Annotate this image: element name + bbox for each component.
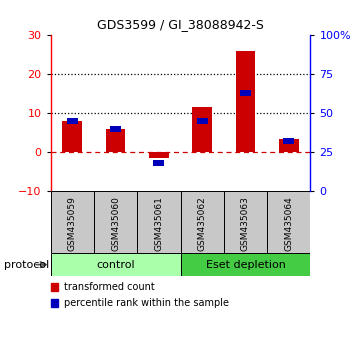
Bar — [197, 118, 208, 124]
Bar — [67, 118, 78, 124]
Bar — [240, 90, 251, 96]
Text: protocol: protocol — [4, 259, 49, 270]
Bar — [62, 121, 82, 152]
Text: control: control — [96, 259, 135, 270]
Text: GSM435061: GSM435061 — [155, 196, 163, 251]
Title: GDS3599 / GI_38088942-S: GDS3599 / GI_38088942-S — [97, 18, 264, 32]
Text: percentile rank within the sample: percentile rank within the sample — [64, 298, 229, 308]
Bar — [51, 253, 180, 276]
Bar — [149, 152, 169, 158]
Text: GSM435064: GSM435064 — [284, 196, 293, 251]
Text: GSM435059: GSM435059 — [68, 196, 77, 251]
Bar — [283, 138, 294, 144]
Bar — [236, 51, 255, 152]
Bar — [137, 191, 180, 253]
Bar — [224, 191, 267, 253]
Bar — [192, 108, 212, 152]
Bar — [110, 126, 121, 132]
Bar — [180, 253, 310, 276]
Bar — [279, 139, 299, 152]
Text: transformed count: transformed count — [64, 282, 155, 292]
Bar — [153, 160, 164, 166]
Text: Eset depletion: Eset depletion — [205, 259, 286, 270]
Bar — [106, 129, 125, 152]
Bar — [267, 191, 310, 253]
Bar — [51, 191, 94, 253]
Text: GSM435063: GSM435063 — [241, 196, 250, 251]
Bar — [94, 191, 137, 253]
Text: GSM435062: GSM435062 — [198, 196, 206, 251]
Text: GSM435060: GSM435060 — [111, 196, 120, 251]
Bar — [180, 191, 224, 253]
